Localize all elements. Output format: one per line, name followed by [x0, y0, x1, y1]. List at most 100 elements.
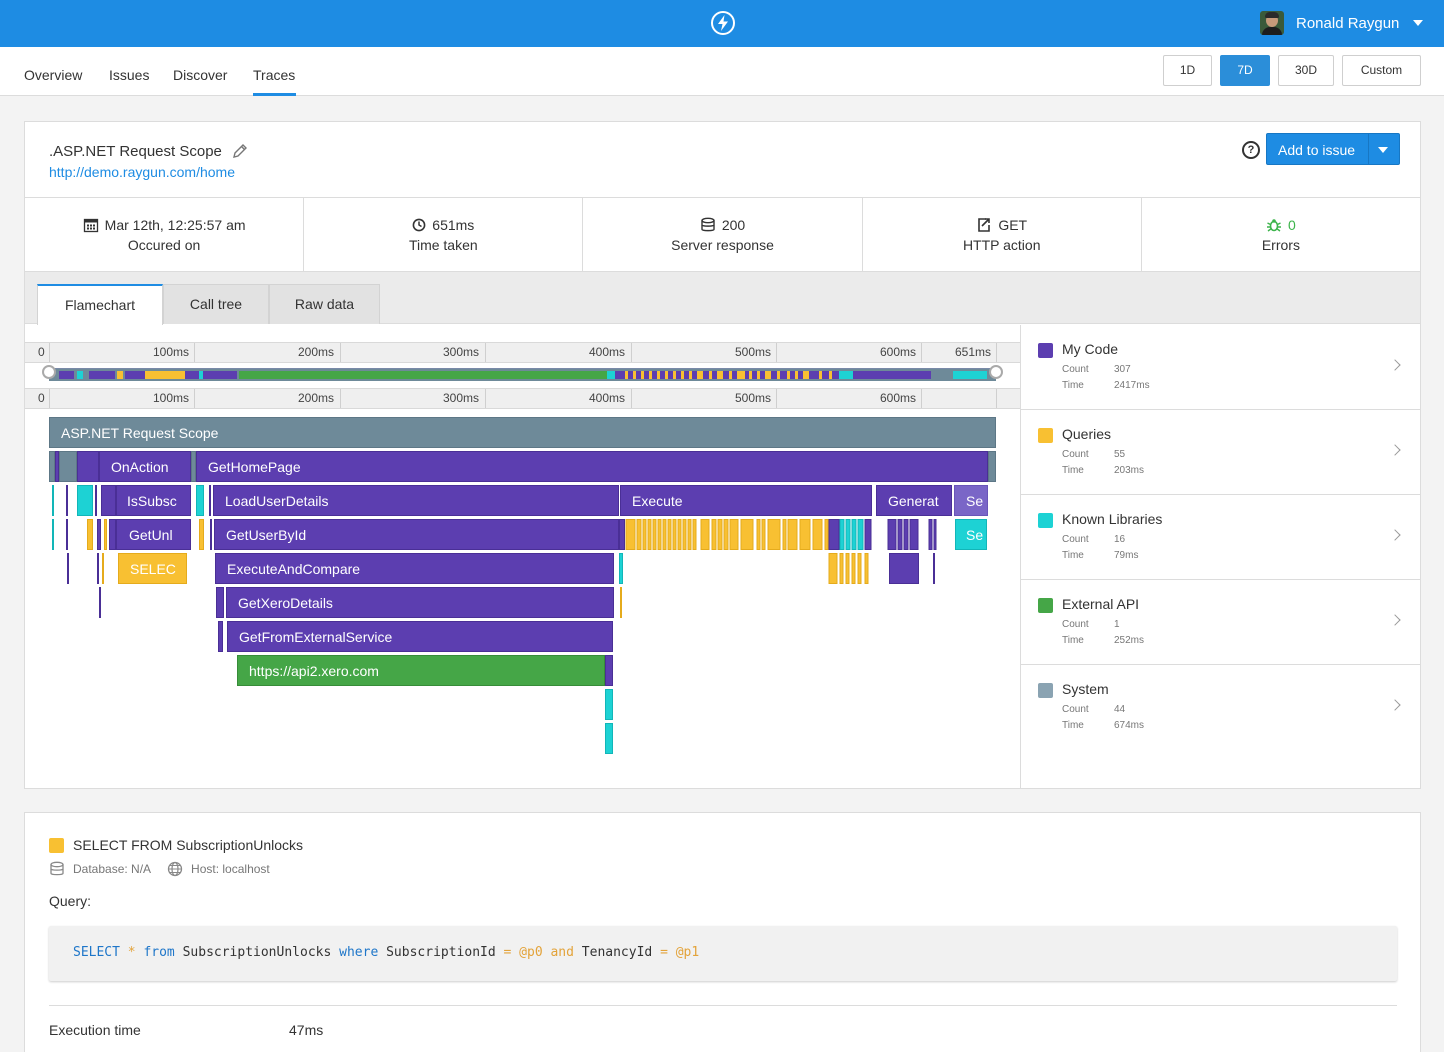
frame-code[interactable]	[101, 485, 116, 516]
frame-root[interactable]: ASP.NET Request Scope	[49, 417, 996, 448]
legend-item-queries[interactable]: Queries Count 55 Time 203ms	[1021, 410, 1421, 495]
database-icon	[50, 861, 64, 876]
range-7d-button[interactable]: 7D	[1220, 55, 1270, 86]
frame-se-2[interactable]: Se	[955, 519, 987, 550]
query-frames-cluster[interactable]	[625, 519, 885, 550]
stat-errors: 0 Errors	[1142, 198, 1420, 271]
code-frames-cluster[interactable]	[887, 519, 947, 550]
frame-execute[interactable]: Execute	[620, 485, 872, 516]
frame-code[interactable]	[210, 519, 212, 550]
frame-query[interactable]	[104, 519, 107, 550]
tick	[485, 389, 486, 408]
legend-time-row: Time 2417ms	[1062, 380, 1150, 391]
frame-code[interactable]	[99, 587, 101, 618]
frame-getunl[interactable]: GetUnl	[116, 519, 191, 550]
flamechart[interactable]: 0 100ms 200ms 300ms 400ms 500ms 600ms 65…	[25, 325, 1020, 788]
frame-query[interactable]	[620, 587, 622, 618]
nav-traces[interactable]: Traces	[253, 67, 296, 83]
minimap-handle-left[interactable]	[42, 365, 56, 379]
chevron-down-icon[interactable]	[1378, 147, 1388, 153]
frame-external-api[interactable]: https://api2.xero.com	[237, 655, 605, 686]
pencil-icon[interactable]	[231, 142, 249, 160]
frame-se-1[interactable]: Se	[954, 485, 988, 516]
query-frames-cluster-2[interactable]	[828, 553, 878, 584]
frame-generat[interactable]: Generat	[876, 485, 952, 516]
frame-code[interactable]	[77, 451, 99, 482]
frame-code[interactable]	[109, 519, 116, 550]
frame-executeandcompare[interactable]: ExecuteAndCompare	[215, 553, 614, 584]
frame-code[interactable]	[97, 519, 101, 550]
frame-lib[interactable]	[52, 519, 54, 550]
detail-meta: Database: N/A Host: localhost	[49, 861, 286, 877]
frame-loaduserdetails[interactable]: LoadUserDetails	[213, 485, 619, 516]
stat-time-value: 651ms	[432, 217, 475, 233]
legend-count-value: 55	[1114, 449, 1126, 460]
tab-flamechart[interactable]: Flamechart	[37, 284, 163, 325]
frame-code[interactable]	[55, 451, 59, 482]
tick	[485, 343, 486, 362]
frame-code[interactable]	[889, 553, 919, 584]
frame-system[interactable]	[191, 451, 196, 482]
frame-code[interactable]	[67, 553, 69, 584]
timeline-minimap[interactable]	[49, 368, 996, 381]
frame-gethomepage[interactable]: GetHomePage	[196, 451, 988, 482]
legend-item-known-libraries[interactable]: Known Libraries Count 16 Time 79ms	[1021, 495, 1421, 580]
tab-raw-data[interactable]: Raw data	[269, 284, 380, 324]
nav-issues[interactable]: Issues	[109, 67, 150, 83]
frame-issubsc[interactable]: IsSubsc	[116, 485, 191, 516]
frame-system[interactable]	[49, 451, 55, 482]
frame-code[interactable]	[66, 519, 68, 550]
frame-getxerodetails[interactable]: GetXeroDetails	[226, 587, 614, 618]
frame-selec[interactable]: SELEC	[118, 553, 187, 584]
frame-code[interactable]	[216, 587, 224, 618]
frame-code[interactable]	[95, 485, 97, 516]
sql-parameter: @p1	[675, 945, 700, 960]
sql-keyword: SELECT	[73, 945, 120, 960]
frame-code[interactable]	[66, 485, 68, 516]
frame-lib[interactable]	[77, 485, 93, 516]
frame-code[interactable]	[209, 485, 211, 516]
frame-getfromexternalservice[interactable]: GetFromExternalService	[227, 621, 613, 652]
frame-query[interactable]	[102, 553, 104, 584]
frame-system[interactable]	[59, 451, 77, 482]
tick	[631, 343, 632, 362]
legend-item-my-code[interactable]: My Code Count 307 Time 2417ms	[1021, 325, 1421, 410]
frame-query[interactable]	[199, 519, 204, 550]
frame-code[interactable]	[218, 621, 223, 652]
tick	[921, 389, 922, 408]
frame-lib[interactable]	[196, 485, 204, 516]
frame-code[interactable]	[605, 655, 613, 686]
legend-item-external-api[interactable]: External API Count 1 Time 252ms	[1021, 580, 1421, 665]
help-icon[interactable]: ?	[1242, 141, 1260, 159]
tab-call-tree[interactable]: Call tree	[163, 284, 269, 324]
minimap-handle-right[interactable]	[989, 365, 1003, 379]
legend-time-row: Time 252ms	[1062, 635, 1144, 646]
frame-lib[interactable]	[52, 485, 54, 516]
range-1d-button[interactable]: 1D	[1163, 55, 1212, 86]
frame-code[interactable]	[97, 553, 99, 584]
sql-operator: =	[660, 945, 668, 960]
legend-count-value: 1	[1114, 619, 1120, 630]
raygun-logo-icon[interactable]	[710, 10, 736, 36]
user-menu[interactable]: Ronald Raygun	[1260, 11, 1424, 35]
range-30d-button[interactable]: 30D	[1278, 55, 1334, 86]
nav-overview[interactable]: Overview	[24, 67, 83, 83]
frame-lib[interactable]	[605, 689, 613, 720]
legend-time-row: Time 203ms	[1062, 465, 1144, 476]
frame-onaction[interactable]: OnAction	[99, 451, 191, 482]
legend-time-row: Time 674ms	[1062, 720, 1144, 731]
add-to-issue-button[interactable]: Add to issue	[1266, 133, 1400, 165]
range-custom-button[interactable]: Custom	[1342, 55, 1421, 86]
legend-item-system[interactable]: System Count 44 Time 674ms	[1021, 665, 1421, 750]
frame-lib[interactable]	[605, 723, 613, 754]
nav-discover[interactable]: Discover	[173, 67, 228, 83]
frame-code[interactable]	[619, 519, 625, 550]
frame-code[interactable]	[933, 553, 935, 584]
trace-url-link[interactable]: http://demo.raygun.com/home	[49, 164, 235, 180]
frame-query[interactable]	[87, 519, 93, 550]
frame-getuserbyid[interactable]: GetUserById	[214, 519, 619, 550]
legend-time-value: 79ms	[1114, 550, 1139, 561]
query-code-block[interactable]: SELECT * from SubscriptionUnlocks where …	[49, 926, 1397, 981]
frame-lib[interactable]	[619, 553, 623, 584]
frame-system[interactable]	[988, 451, 996, 482]
